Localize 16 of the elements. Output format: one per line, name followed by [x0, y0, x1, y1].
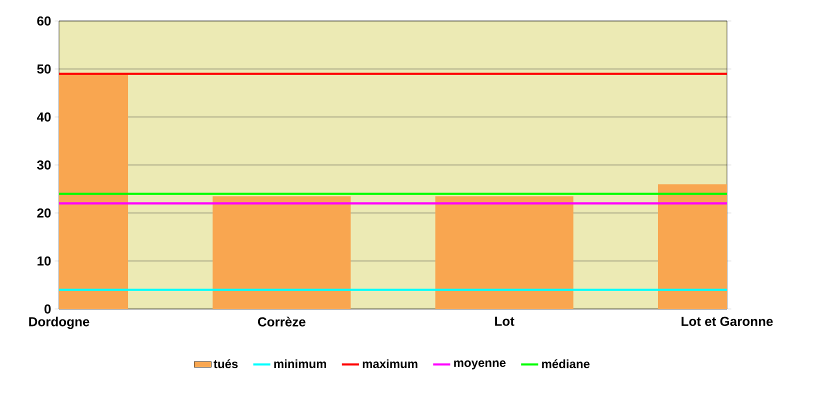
x-tick-label: Dordogne — [29, 316, 90, 329]
y-tick-label: 60 — [37, 16, 51, 26]
y-tick-label: 10 — [38, 256, 51, 266]
legend-label: tués — [214, 359, 238, 368]
y-tick-label: 0 — [44, 304, 51, 314]
legend-label: médiane — [542, 359, 590, 368]
y-tick-label: 50 — [37, 64, 51, 74]
legend-label: moyenne — [454, 360, 506, 370]
y-tick-label: 30 — [37, 160, 51, 170]
x-tick-label: Corrèze — [258, 316, 306, 326]
x-tick-label: Lot et Garonne — [682, 316, 773, 326]
legend-label: minimum — [274, 359, 326, 368]
y-tick-label: 20 — [37, 208, 51, 218]
y-tick-label: 40 — [36, 112, 51, 122]
legend-label: maximum — [362, 359, 418, 368]
x-tick-label: Lot — [495, 316, 514, 326]
